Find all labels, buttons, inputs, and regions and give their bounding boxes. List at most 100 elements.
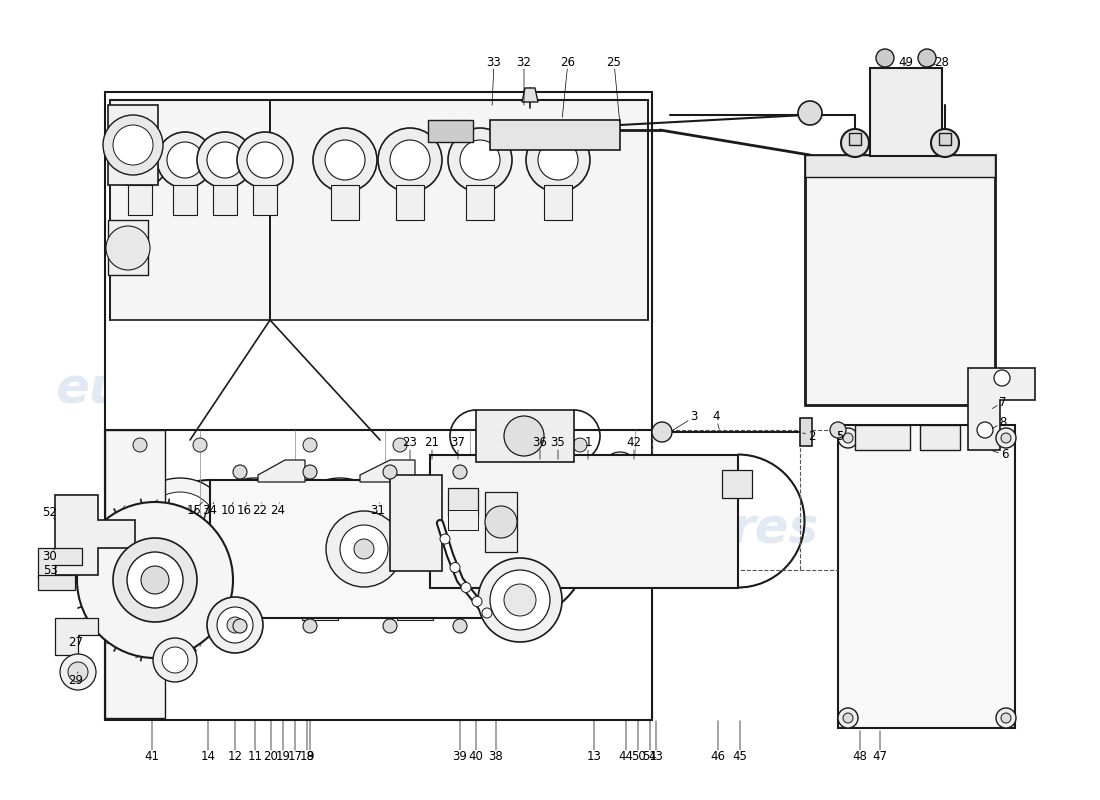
- Text: 18: 18: [299, 750, 315, 763]
- Circle shape: [288, 478, 392, 582]
- Bar: [207, 590, 243, 620]
- Bar: [104, 430, 652, 720]
- Bar: [476, 410, 574, 462]
- Polygon shape: [39, 548, 82, 578]
- Text: 4: 4: [713, 410, 719, 423]
- Text: 31: 31: [371, 503, 385, 517]
- Circle shape: [103, 115, 163, 175]
- Circle shape: [602, 452, 638, 488]
- Circle shape: [383, 465, 397, 479]
- Circle shape: [197, 132, 253, 188]
- Bar: [448, 510, 478, 530]
- Circle shape: [996, 428, 1016, 448]
- Text: 38: 38: [488, 750, 504, 763]
- Bar: [805, 155, 996, 177]
- Bar: [448, 488, 478, 516]
- Text: pa: pa: [195, 366, 264, 414]
- Text: 40: 40: [469, 750, 483, 763]
- Circle shape: [503, 438, 517, 452]
- Circle shape: [217, 492, 293, 568]
- Text: 3: 3: [691, 410, 697, 423]
- Circle shape: [233, 465, 248, 479]
- Bar: [430, 455, 738, 588]
- Circle shape: [450, 562, 460, 573]
- Circle shape: [128, 478, 232, 582]
- Circle shape: [302, 465, 317, 479]
- Text: 42: 42: [627, 437, 641, 450]
- Circle shape: [227, 617, 243, 633]
- Circle shape: [538, 140, 578, 180]
- Bar: [805, 155, 996, 405]
- Text: 45: 45: [733, 750, 747, 763]
- Circle shape: [302, 619, 317, 633]
- Text: 26: 26: [561, 55, 575, 69]
- Text: 17: 17: [287, 750, 303, 763]
- Circle shape: [573, 438, 587, 452]
- Polygon shape: [39, 575, 75, 590]
- Text: 14: 14: [200, 750, 216, 763]
- Circle shape: [390, 140, 430, 180]
- Text: 36: 36: [532, 437, 548, 450]
- Text: 46: 46: [711, 750, 726, 763]
- Circle shape: [302, 438, 317, 452]
- Circle shape: [453, 619, 468, 633]
- Bar: [397, 590, 433, 620]
- Circle shape: [167, 142, 204, 178]
- Circle shape: [383, 619, 397, 633]
- Text: 47: 47: [872, 750, 888, 763]
- Text: pa: pa: [670, 506, 739, 554]
- Bar: [920, 425, 960, 450]
- Circle shape: [340, 525, 388, 573]
- Bar: [485, 492, 517, 552]
- Text: 41: 41: [144, 750, 159, 763]
- Text: 20: 20: [264, 750, 278, 763]
- Text: 2: 2: [808, 430, 816, 442]
- Circle shape: [472, 492, 548, 568]
- Circle shape: [478, 558, 562, 642]
- Bar: [490, 120, 620, 150]
- Text: 5: 5: [836, 430, 844, 442]
- Bar: [855, 425, 910, 450]
- Circle shape: [153, 638, 197, 682]
- Text: 8: 8: [999, 415, 1007, 429]
- Circle shape: [1001, 433, 1011, 443]
- Text: 25: 25: [606, 55, 621, 69]
- Text: 12: 12: [228, 750, 242, 763]
- Bar: [390, 475, 442, 571]
- Circle shape: [204, 478, 307, 582]
- Text: 23: 23: [403, 437, 417, 450]
- Circle shape: [354, 539, 374, 559]
- Bar: [132, 590, 168, 620]
- Text: res: res: [255, 366, 343, 414]
- Text: 44: 44: [618, 750, 634, 763]
- Text: ros: ros: [585, 506, 673, 554]
- Circle shape: [326, 511, 402, 587]
- Polygon shape: [360, 460, 415, 482]
- Circle shape: [461, 582, 471, 593]
- Circle shape: [843, 433, 852, 443]
- Circle shape: [996, 708, 1016, 728]
- Polygon shape: [270, 100, 648, 320]
- Text: 39: 39: [452, 750, 468, 763]
- Text: 24: 24: [271, 503, 286, 517]
- Text: res: res: [730, 506, 818, 554]
- Circle shape: [126, 552, 183, 608]
- Text: 49: 49: [899, 55, 913, 69]
- Bar: [722, 470, 752, 498]
- Circle shape: [977, 422, 993, 438]
- Circle shape: [236, 132, 293, 188]
- Circle shape: [472, 597, 482, 606]
- Bar: [210, 480, 518, 618]
- Circle shape: [838, 428, 858, 448]
- Text: 6: 6: [1001, 449, 1009, 462]
- Circle shape: [843, 713, 852, 723]
- Bar: [302, 590, 338, 620]
- Text: 30: 30: [43, 550, 57, 562]
- Circle shape: [393, 438, 407, 452]
- Bar: [939, 133, 952, 145]
- Circle shape: [162, 647, 188, 673]
- Text: 51: 51: [642, 750, 658, 763]
- Circle shape: [876, 49, 894, 67]
- Text: 34: 34: [202, 503, 218, 517]
- Circle shape: [994, 370, 1010, 386]
